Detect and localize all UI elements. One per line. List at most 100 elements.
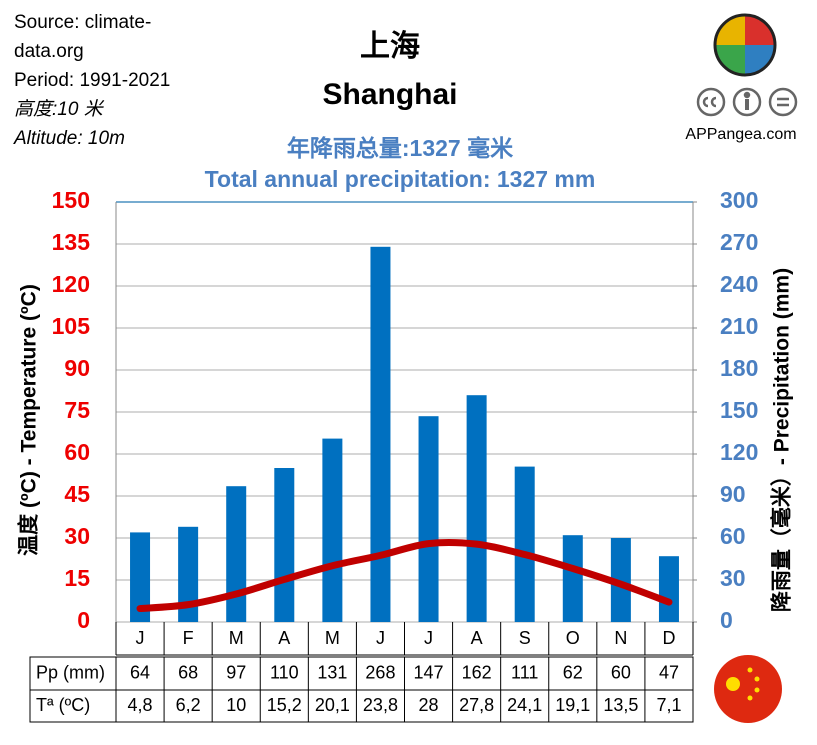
- table-value: 62: [563, 662, 583, 682]
- site: APPangea.com: [685, 126, 796, 143]
- table-value: 147: [414, 662, 444, 682]
- y-axis-label: 温度 (ºC) - Temperature (ºC): [17, 284, 41, 556]
- table-value: 68: [178, 662, 198, 682]
- x-tick-label: A: [471, 628, 483, 648]
- logo: [713, 13, 777, 77]
- y2-tick-label: 180: [720, 355, 758, 381]
- table-value: 27,8: [459, 695, 494, 715]
- nd-icon: [768, 87, 798, 117]
- bar: [370, 246, 391, 623]
- y2-tick-label: 270: [720, 229, 758, 255]
- row-label: Tª (ºC): [36, 695, 90, 715]
- y-tick-label: 75: [64, 397, 90, 423]
- table-value: 97: [226, 662, 246, 682]
- table-value: 47: [659, 662, 679, 682]
- table-value: 60: [611, 662, 631, 682]
- table-value: 131: [317, 662, 347, 682]
- x-tick-label: J: [136, 628, 145, 648]
- y-tick-label: 150: [52, 187, 90, 213]
- y2-tick-label: 90: [720, 481, 746, 507]
- by-icon: [732, 87, 762, 117]
- y-tick-label: 105: [52, 313, 91, 339]
- bar: [274, 468, 295, 622]
- flag-star: [754, 676, 760, 682]
- y-tick-label: 0: [77, 607, 90, 633]
- cc-glyph: [702, 96, 717, 108]
- table-value: 13,5: [603, 695, 638, 715]
- by-glyph: [743, 91, 751, 99]
- y2-tick-label: 240: [720, 271, 758, 297]
- annotation: 年降雨总量:1327 毫米: [287, 135, 514, 161]
- table-value: 7,1: [656, 695, 681, 715]
- logo-piece: [745, 15, 775, 45]
- flag-star: [747, 667, 753, 673]
- x-tick-label: D: [662, 628, 675, 648]
- table-value: 4,8: [128, 695, 153, 715]
- table-value: 19,1: [555, 695, 590, 715]
- logo-piece: [745, 45, 775, 75]
- table-value: 162: [462, 662, 492, 682]
- bar: [562, 535, 583, 622]
- annotation: Total annual precipitation: 1327 mm: [205, 166, 596, 192]
- bar: [514, 466, 535, 622]
- nd-glyph: [777, 97, 789, 107]
- y2-tick-label: 60: [720, 523, 746, 549]
- bar: [658, 556, 679, 622]
- info-block: Source: climate-data.org Period: 1991-20…: [14, 8, 179, 153]
- y2-tick-label: 150: [720, 397, 758, 423]
- logo-piece: [715, 15, 745, 45]
- x-tick-label: A: [278, 628, 290, 648]
- table-value: 268: [365, 662, 395, 682]
- table-value: 15,2: [267, 695, 302, 715]
- flag: [714, 655, 782, 723]
- altitude: Altitude: 10m: [14, 128, 125, 149]
- table-value: 10: [226, 695, 246, 715]
- flag-star: [747, 695, 753, 701]
- x-tick-label: M: [229, 628, 244, 648]
- altitude-cn: 高度:10 米: [14, 99, 103, 120]
- chart-title: 上海: [360, 30, 420, 63]
- table-value: 6,2: [176, 695, 201, 715]
- license-icons: [696, 87, 798, 117]
- table-row: [29, 689, 694, 723]
- table-value: 110: [270, 662, 299, 682]
- flag-disc: [714, 655, 782, 723]
- chart-subtitle: Shanghai: [322, 78, 457, 111]
- y2-tick-label: 0: [720, 607, 733, 633]
- table-value: 64: [130, 662, 150, 682]
- x-tick-label: J: [376, 628, 385, 648]
- y2-tick-label: 300: [720, 187, 758, 213]
- y-tick-label: 15: [64, 565, 90, 591]
- logo-ring: [713, 13, 777, 77]
- bar: [322, 438, 343, 622]
- period: Period: 1991-2021: [14, 70, 171, 91]
- x-tick-label: M: [325, 628, 340, 648]
- row-label: Pp (mm): [36, 662, 105, 682]
- table-value: 23,8: [363, 695, 398, 715]
- y-tick-label: 90: [64, 355, 90, 381]
- bar: [130, 532, 151, 622]
- y-tick-label: 135: [52, 229, 91, 255]
- table-value: 111: [511, 662, 538, 682]
- flag-star: [726, 677, 740, 691]
- y-tick-label: 30: [64, 523, 90, 549]
- x-tick-label: N: [614, 628, 627, 648]
- flag-star: [754, 687, 760, 693]
- bar: [178, 526, 199, 622]
- bar: [226, 486, 247, 622]
- y-tick-label: 60: [64, 439, 90, 465]
- y2-tick-label: 30: [720, 565, 746, 591]
- table-value: 28: [419, 695, 439, 715]
- logo-piece: [715, 45, 745, 75]
- y2-tick-label: 120: [720, 439, 758, 465]
- bar: [418, 416, 439, 622]
- x-tick-label: O: [566, 628, 580, 648]
- x-tick-label: S: [519, 628, 531, 648]
- x-tick-label: J: [424, 628, 433, 648]
- bar: [610, 538, 631, 622]
- y2-axis-label: 降雨量（毫米）- Precipitation (mm): [770, 268, 794, 612]
- y-tick-label: 120: [52, 271, 90, 297]
- bar: [466, 395, 487, 622]
